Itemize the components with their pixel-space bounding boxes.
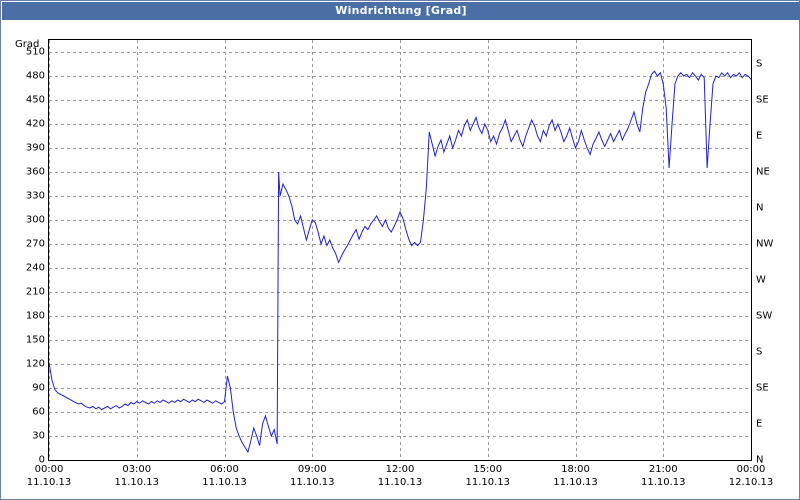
y-right-tick-label: W [756,274,766,286]
x-tick-time: 03:00 [122,464,152,475]
x-tick-label: 21:00 11.10.13 [641,463,686,489]
x-tick-label: 00:00 12.10.13 [729,463,774,489]
y-left-tick-label: 510 [25,46,45,58]
y-left-tick-label: 480 [25,70,45,82]
y-left-tick-label: 390 [25,142,45,154]
x-tick-label: 06:00 11.10.13 [202,463,247,489]
y-left-tick-label: 30 [32,430,45,442]
y-right-tick-label: N [756,202,764,214]
y-left-tick-label: 180 [25,310,45,322]
x-tick-date: 11.10.13 [202,477,247,488]
x-tick-label: 12:00 11.10.13 [378,463,423,489]
y-left-tick-label: 90 [32,382,45,394]
y-left-tick-label: 450 [25,94,45,106]
y-axis-unit-label: Grad [15,39,40,50]
y-right-tick-label: NE [756,166,770,178]
y-right-tick-label: S [756,346,763,358]
gridlines [49,40,751,460]
window-title-bar: Windrichtung [Grad] [2,2,800,20]
chart-svg [49,40,751,460]
y-right-tick-label: S [756,58,763,70]
x-tick-time: 12:00 [385,464,415,475]
series-line [49,71,751,452]
y-right-tick-label: SW [756,310,773,322]
x-tick-time: 06:00 [210,464,239,475]
y-axis-right: N E SE S SW W NW N NE E SE S [756,39,800,466]
y-left-tick-label: 120 [25,358,45,370]
x-tick-date: 11.10.13 [465,477,511,488]
y-left-tick-label: 60 [32,406,45,418]
y-left-tick-label: 150 [25,334,45,346]
x-tick-date: 11.10.13 [289,477,335,488]
x-tick-time: 15:00 [473,464,503,475]
y-left-tick-label: 300 [25,214,45,226]
x-tick-date: 11.10.13 [377,477,423,488]
x-tick-time: 18:00 [561,464,590,475]
x-tick-date: 11.10.13 [26,477,72,488]
x-tick-time: 00:00 [34,464,64,475]
x-tick-date: 11.10.13 [553,477,598,488]
x-tick-label: 03:00 11.10.13 [114,463,159,489]
x-tick-time: 09:00 [297,464,327,475]
y-right-tick-label: SE [756,94,769,106]
y-left-tick-label: 330 [25,190,45,202]
y-right-tick-label: N [756,454,764,466]
y-right-tick-label: E [756,418,763,430]
y-left-tick-label: 240 [25,262,45,274]
y-left-tick-label: 360 [25,166,45,178]
y-axis-left: 0 30 60 90 120 150 180 210 240 270 300 330 360 390 420… [1,39,45,466]
series-lines [49,71,751,452]
x-tick-label: 00:00 11.10.13 [27,463,72,489]
y-left-tick-label: 420 [25,118,45,130]
y-right-tick-label: NW [756,238,774,250]
y-right-tick-label: SE [756,382,769,394]
y-left-tick-label: 270 [25,238,45,250]
plot-area [48,39,752,461]
x-tick-label: 15:00 11.10.13 [465,463,510,489]
x-tick-time: 00:00 [736,464,766,475]
x-tick-time: 21:00 [648,464,678,475]
x-tick-date: 11.10.13 [114,477,160,488]
x-tick-date: 12.10.13 [728,477,774,488]
x-tick-label: 18:00 11.10.13 [553,463,598,489]
y-left-tick-label: 210 [25,286,45,298]
y-right-tick-label: E [756,130,763,142]
x-tick-label: 09:00 11.10.13 [290,463,335,489]
x-axis: 00:00 11.10.13 03:00 11.10.13 06:00 11.10.13 0… [27,463,774,497]
y-left-tick-label: 0 [38,454,45,466]
x-tick-date: 11.10.13 [640,477,686,488]
